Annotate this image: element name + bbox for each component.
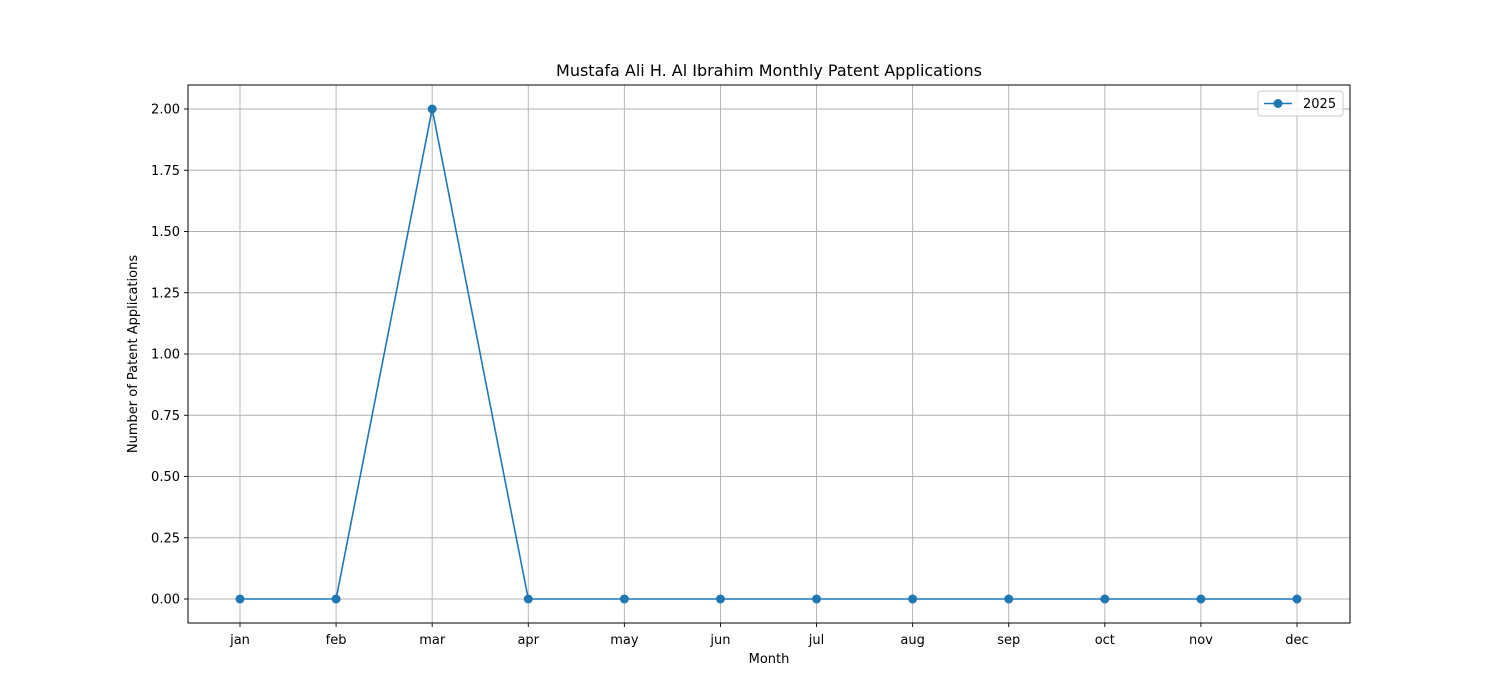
y-tick-label: 0.00 [151,593,180,608]
x-tick-label-nov: nov [1189,633,1213,648]
data-point-mar [428,105,437,114]
y-tick-label: 0.75 [151,409,180,424]
x-tick-label-oct: oct [1095,633,1115,648]
x-tick-label-jun: jun [709,633,730,648]
y-tick-label: 2.00 [151,103,180,118]
legend: 2025 [1258,91,1343,116]
x-tick-label-mar: mar [419,633,446,648]
x-tick-label-apr: apr [517,633,539,648]
y-tick-label: 0.50 [151,470,180,485]
data-point-aug [908,595,917,604]
y-axis-label: Number of Patent Applications [126,255,141,453]
x-axis-label: Month [749,652,790,667]
x-tick-label-feb: feb [326,633,347,648]
x-tick-label-jan: jan [229,633,250,648]
x-tick-label-sep: sep [997,633,1020,648]
legend-marker [1274,99,1283,108]
data-point-jul [812,595,821,604]
x-tick-label-may: may [610,633,639,648]
chart-title: Mustafa Ali H. Al Ibrahim Monthly Patent… [556,61,982,80]
x-tick-label-aug: aug [900,633,924,648]
y-tick-label: 0.25 [151,531,180,546]
data-point-oct [1100,595,1109,604]
x-tick-label-jul: jul [808,633,824,648]
data-point-may [620,595,629,604]
data-point-jun [716,595,725,604]
y-tick-label: 1.25 [151,286,180,301]
y-tick-label: 1.50 [151,225,180,240]
legend-label: 2025 [1303,97,1336,112]
data-point-feb [332,595,341,604]
y-tick-label: 1.75 [151,164,180,179]
x-tick-label-dec: dec [1285,633,1308,648]
data-point-jan [236,595,245,604]
data-point-apr [524,595,533,604]
y-tick-label: 1.00 [151,348,180,363]
data-point-nov [1196,595,1205,604]
data-point-dec [1293,595,1302,604]
data-point-sep [1004,595,1013,604]
